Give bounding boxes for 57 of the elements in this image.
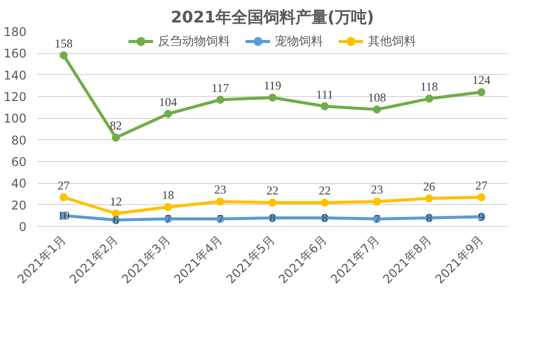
data-label: 26 (423, 179, 436, 194)
data-label: 119 (264, 78, 282, 93)
legend-label: 反刍动物饲料 (158, 32, 230, 50)
data-label: 27 (475, 178, 488, 192)
y-tick-label: 0 (18, 220, 27, 234)
point (372, 106, 381, 114)
y-tick-label: 140 (4, 68, 26, 82)
point (216, 198, 224, 206)
data-label: 27 (58, 178, 70, 192)
data-label: 23 (370, 182, 383, 197)
data-label: 104 (159, 94, 178, 109)
y-tick-label: 40 (11, 176, 27, 191)
point (320, 102, 329, 110)
data-label: 118 (420, 80, 438, 94)
data-label: 117 (212, 80, 230, 95)
chart-title: 2021年全国饲料产量(万吨) (170, 8, 374, 26)
point (60, 193, 68, 202)
data-label: 82 (110, 118, 122, 133)
y-tick-label: 100 (4, 112, 26, 126)
data-label: 158 (54, 36, 73, 50)
data-label: 8 (270, 210, 276, 225)
point (372, 198, 381, 206)
point (112, 134, 120, 142)
legend-label: 其他饲料 (368, 32, 416, 50)
point (477, 88, 486, 96)
point (60, 51, 68, 60)
data-label: 8 (426, 210, 432, 225)
data-label: 111 (316, 87, 334, 102)
y-tick-label: 180 (4, 25, 26, 39)
point (268, 94, 276, 102)
data-label: 22 (266, 184, 278, 198)
point (425, 94, 434, 103)
y-tick-label: 80 (11, 133, 27, 148)
data-label: 8 (322, 210, 328, 225)
data-label: 7 (374, 212, 380, 226)
legend-label: 宠物饲料 (275, 32, 323, 50)
y-tick-label: 160 (4, 46, 26, 61)
point (268, 198, 276, 207)
data-label: 9 (478, 210, 484, 224)
data-label: 6 (112, 213, 119, 227)
y-tick-label: 20 (11, 198, 27, 212)
data-label: 23 (214, 182, 226, 197)
data-label: 108 (368, 90, 386, 104)
data-label: 12 (110, 194, 122, 208)
point (425, 194, 434, 202)
data-label: 22 (318, 184, 331, 198)
y-tick-label: 120 (4, 90, 26, 104)
data-label: 124 (472, 73, 490, 88)
point (164, 110, 172, 118)
point (320, 198, 329, 207)
point (216, 96, 224, 104)
data-label: 7 (165, 212, 172, 226)
point (477, 193, 486, 202)
point (164, 203, 172, 211)
data-label: 18 (162, 188, 174, 202)
data-label: 7 (217, 212, 224, 226)
y-tick-label: 60 (11, 155, 27, 169)
